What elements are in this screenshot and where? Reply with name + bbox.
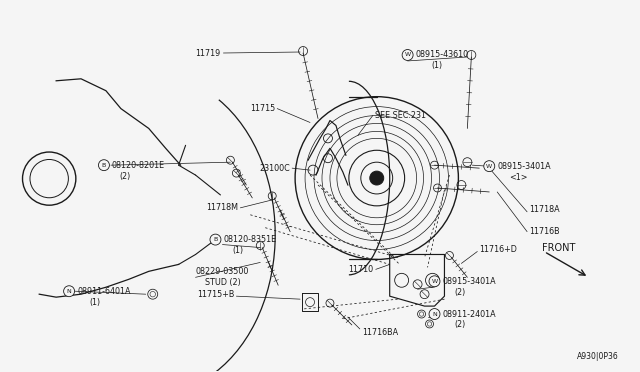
Circle shape (63, 286, 75, 296)
Text: 11719: 11719 (195, 48, 220, 58)
Text: 08911-2401A: 08911-2401A (442, 310, 496, 318)
Text: N: N (67, 289, 72, 294)
Text: (1): (1) (89, 298, 100, 307)
Text: 11715: 11715 (250, 104, 275, 113)
Text: W: W (486, 164, 492, 169)
Text: STUD (2): STUD (2) (205, 278, 241, 287)
Text: (2): (2) (119, 171, 130, 180)
Circle shape (210, 234, 221, 245)
Text: B: B (102, 163, 106, 168)
Text: 08911-6401A: 08911-6401A (77, 287, 131, 296)
Text: A930|0P36: A930|0P36 (577, 352, 619, 361)
Text: (2): (2) (454, 288, 466, 297)
Circle shape (429, 309, 440, 320)
Text: 11716BA: 11716BA (362, 328, 398, 337)
Text: 08120-8201E: 08120-8201E (112, 161, 165, 170)
Text: B: B (213, 237, 218, 242)
Text: 11715+B: 11715+B (197, 290, 234, 299)
Circle shape (402, 49, 413, 60)
Text: 11716+D: 11716+D (479, 245, 517, 254)
Text: 08915-3401A: 08915-3401A (497, 162, 551, 171)
Text: N: N (432, 311, 437, 317)
Text: 11718A: 11718A (529, 205, 560, 214)
Text: 08915-43610: 08915-43610 (415, 51, 468, 60)
Circle shape (484, 161, 495, 171)
Text: (1): (1) (431, 61, 443, 70)
Text: (1): (1) (232, 246, 243, 255)
Text: 11718M: 11718M (206, 203, 238, 212)
Text: SEE SEC.231: SEE SEC.231 (375, 111, 426, 120)
Text: FRONT: FRONT (542, 243, 575, 253)
Text: W: W (404, 52, 411, 58)
Text: 08120-8351E: 08120-8351E (223, 235, 276, 244)
Circle shape (99, 160, 109, 171)
Text: 11716B: 11716B (529, 227, 560, 236)
Text: (2): (2) (454, 320, 466, 330)
Text: 08915-3401A: 08915-3401A (442, 277, 496, 286)
Circle shape (429, 276, 440, 287)
Text: 08229-03500: 08229-03500 (196, 267, 249, 276)
Circle shape (370, 171, 384, 185)
Text: W: W (431, 279, 438, 284)
Text: 23100C: 23100C (259, 164, 290, 173)
Text: 11710: 11710 (349, 265, 374, 274)
Text: <1>: <1> (509, 173, 527, 182)
